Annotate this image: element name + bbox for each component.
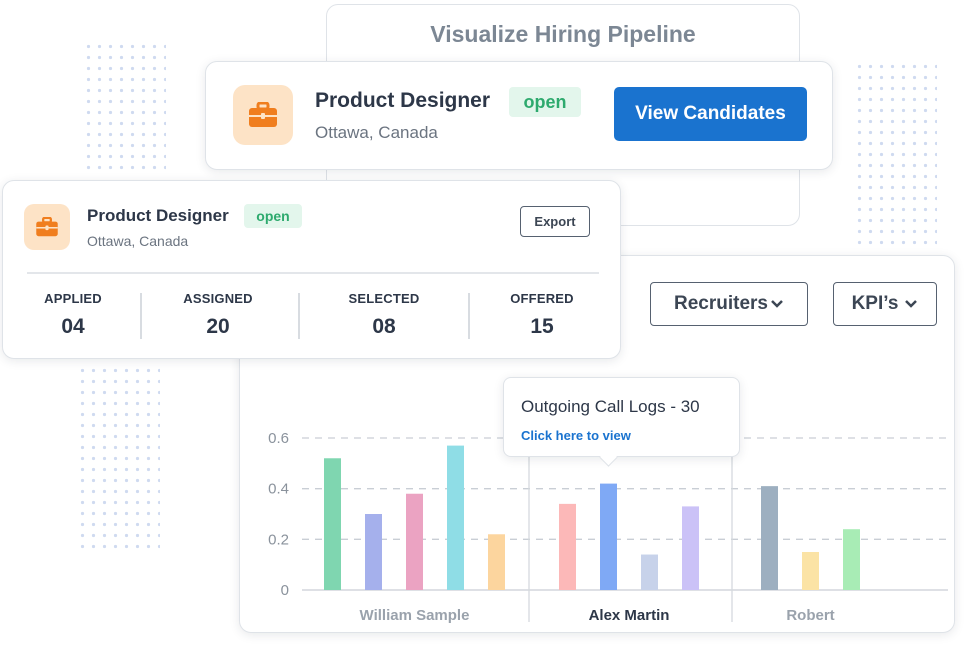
x-category-label: Robert — [786, 607, 834, 624]
bar[interactable] — [682, 506, 699, 590]
stat-applied: APPLIED 04 — [3, 291, 143, 339]
bar[interactable] — [802, 552, 819, 590]
y-tick-label: 0 — [281, 582, 289, 599]
y-tick-label: 0.6 — [268, 430, 289, 447]
dot-pattern-left-top — [86, 44, 166, 176]
stat-label: ASSIGNED — [183, 291, 253, 306]
stat-label: SELECTED — [348, 291, 420, 306]
kpis-label: KPI’s — [851, 293, 899, 314]
stats-status-badge: open — [244, 204, 302, 228]
stat-value: 04 — [61, 315, 85, 338]
dot-pattern-left-bottom — [80, 368, 160, 553]
stat-label: APPLIED — [44, 291, 102, 306]
recruiters-dropdown[interactable]: Recruiters — [650, 282, 808, 326]
page-title: Visualize Hiring Pipeline — [430, 21, 696, 47]
bar[interactable] — [761, 486, 778, 590]
stat-separator — [468, 293, 470, 339]
kpis-dropdown[interactable]: KPI’s — [833, 282, 937, 326]
stat-selected: SELECTED 08 — [314, 291, 454, 339]
x-category-label: Alex Martin — [589, 607, 670, 624]
dot-pattern-right — [857, 64, 937, 249]
bar[interactable] — [447, 445, 464, 590]
stat-offered: OFFERED 15 — [472, 291, 612, 339]
stats-job-title: Product Designer — [87, 206, 229, 225]
stat-separator — [298, 293, 300, 339]
job-title: Product Designer — [315, 89, 491, 112]
recruiters-label: Recruiters — [674, 293, 768, 314]
bar[interactable] — [600, 483, 617, 590]
bar[interactable] — [843, 529, 860, 590]
job-icon-tile — [233, 85, 293, 145]
briefcase-icon — [36, 217, 58, 237]
bar[interactable] — [406, 493, 423, 590]
briefcase-icon — [249, 102, 277, 127]
bar[interactable] — [324, 458, 341, 590]
stat-value: 20 — [206, 315, 230, 338]
status-badge: open — [509, 87, 581, 117]
bar[interactable] — [365, 514, 382, 590]
tooltip-link[interactable]: Click here to view — [521, 428, 631, 443]
bar[interactable] — [559, 503, 576, 590]
stat-separator — [140, 293, 142, 339]
divider — [27, 272, 599, 274]
stat-label: OFFERED — [510, 291, 574, 306]
chevron-down-icon — [905, 300, 918, 308]
export-button[interactable]: Export — [520, 206, 590, 237]
tooltip-title: Outgoing Call Logs - 30 — [521, 397, 700, 416]
job-card: Product Designer open Ottawa, Canada Vie… — [205, 61, 833, 170]
stats-job-location: Ottawa, Canada — [87, 233, 189, 249]
stat-value: 08 — [372, 315, 396, 338]
y-tick-label: 0.2 — [268, 531, 289, 548]
view-candidates-button[interactable]: View Candidates — [614, 87, 807, 141]
chevron-down-icon — [771, 300, 783, 308]
stat-assigned: ASSIGNED 20 — [148, 291, 288, 339]
job-stats-card: Product Designer open Ottawa, Canada Exp… — [2, 180, 621, 359]
stats-icon-tile — [24, 204, 70, 250]
bar[interactable] — [488, 534, 505, 590]
job-location: Ottawa, Canada — [315, 123, 438, 142]
tooltip: Outgoing Call Logs - 30 Click here to vi… — [503, 377, 740, 457]
bar[interactable] — [641, 554, 658, 590]
y-tick-label: 0.4 — [268, 481, 289, 498]
stat-value: 15 — [530, 315, 554, 338]
x-category-label: William Sample — [360, 607, 470, 624]
